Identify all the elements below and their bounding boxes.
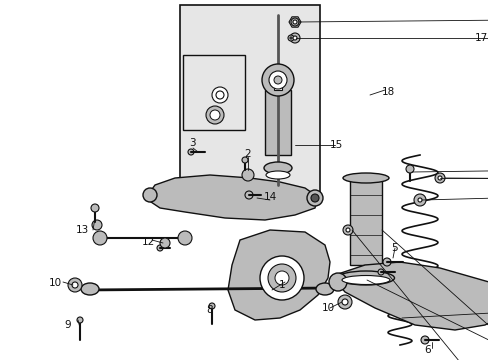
Circle shape: [91, 204, 99, 212]
Circle shape: [72, 282, 78, 288]
Circle shape: [434, 173, 444, 183]
Circle shape: [242, 169, 253, 181]
Text: 1719: 1719: [474, 33, 488, 43]
Text: 6: 6: [424, 345, 430, 355]
Text: 3: 3: [188, 138, 195, 148]
Circle shape: [341, 299, 347, 305]
Circle shape: [157, 245, 163, 251]
Circle shape: [274, 271, 288, 285]
Circle shape: [160, 238, 170, 248]
Circle shape: [208, 303, 215, 309]
Circle shape: [310, 194, 318, 202]
Circle shape: [216, 91, 224, 99]
Circle shape: [209, 110, 220, 120]
Circle shape: [205, 106, 224, 124]
Text: 1: 1: [278, 280, 285, 290]
Ellipse shape: [337, 271, 394, 285]
Circle shape: [268, 71, 286, 89]
Ellipse shape: [264, 162, 291, 174]
Polygon shape: [288, 17, 301, 27]
Ellipse shape: [81, 283, 99, 295]
Circle shape: [420, 336, 428, 344]
Ellipse shape: [265, 171, 289, 179]
Bar: [183, 55, 244, 130]
Circle shape: [328, 273, 346, 291]
Circle shape: [289, 33, 299, 43]
Circle shape: [142, 188, 157, 202]
Circle shape: [292, 36, 296, 40]
Circle shape: [93, 231, 107, 245]
Circle shape: [290, 18, 298, 26]
Ellipse shape: [342, 173, 388, 183]
Circle shape: [405, 165, 413, 173]
Polygon shape: [148, 175, 317, 220]
Text: 15: 15: [329, 140, 342, 150]
Circle shape: [289, 37, 291, 39]
Circle shape: [262, 64, 293, 96]
Circle shape: [242, 157, 247, 163]
Text: 9: 9: [64, 320, 71, 330]
Polygon shape: [227, 230, 329, 320]
Circle shape: [413, 194, 425, 206]
Text: 13: 13: [75, 225, 88, 235]
Circle shape: [244, 191, 252, 199]
Ellipse shape: [315, 283, 333, 295]
Bar: [264, 90, 290, 155]
Circle shape: [287, 35, 293, 41]
Circle shape: [377, 269, 383, 275]
Circle shape: [417, 198, 421, 202]
Ellipse shape: [341, 275, 389, 284]
Text: 14: 14: [263, 192, 276, 202]
Text: 10: 10: [321, 303, 334, 313]
Bar: [273, 80, 282, 90]
Circle shape: [92, 220, 102, 230]
Text: 10: 10: [48, 278, 61, 288]
Circle shape: [346, 228, 349, 232]
Circle shape: [273, 76, 282, 84]
Circle shape: [260, 256, 304, 300]
Text: 18: 18: [381, 87, 394, 97]
Circle shape: [437, 176, 441, 180]
Circle shape: [306, 190, 323, 206]
Circle shape: [77, 317, 83, 323]
Text: 5: 5: [390, 243, 397, 253]
Circle shape: [337, 295, 351, 309]
Circle shape: [267, 264, 295, 292]
Bar: [349, 175, 381, 265]
Bar: [180, 5, 319, 195]
Circle shape: [212, 87, 227, 103]
Text: 8: 8: [206, 305, 213, 315]
Circle shape: [382, 258, 390, 266]
Text: 2: 2: [244, 149, 251, 159]
Text: 12: 12: [141, 237, 154, 247]
Polygon shape: [334, 262, 488, 330]
Circle shape: [342, 225, 352, 235]
Circle shape: [178, 231, 192, 245]
Circle shape: [292, 20, 296, 24]
Circle shape: [68, 278, 82, 292]
Circle shape: [187, 149, 194, 155]
